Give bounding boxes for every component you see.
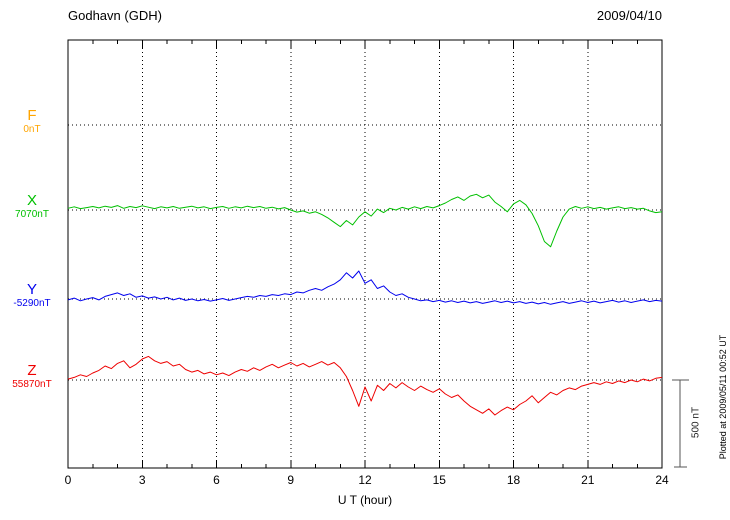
trace-Z [67, 355, 663, 416]
x-axis-title: U T (hour) [337, 493, 393, 507]
x-tick-label: 12 [358, 473, 372, 487]
channel-letter-Y: Y [26, 281, 37, 298]
x-tick-label: 0 [64, 473, 72, 487]
x-tick-label: 6 [213, 473, 220, 487]
x-tick-label: 21 [581, 473, 595, 487]
observation-date: 2009/04/10 [596, 8, 662, 23]
plotted-at-note: Plotted at 2009/05/11 00:52 UT [718, 334, 728, 460]
x-tick-label: 18 [506, 473, 521, 487]
channel-label-F: F 0nT [2, 107, 62, 136]
channel-baseline-Y: -5290nT [13, 298, 51, 310]
scale-bar-label: 500 nT [690, 406, 702, 439]
trace-Y [67, 270, 663, 305]
channel-letter-X: X [26, 192, 37, 209]
channel-letter-F: F [27, 107, 37, 124]
channel-label-Y: Y -5290nT [2, 281, 62, 310]
x-tick-label: 3 [138, 473, 146, 487]
channel-label-Z: Z 55870nT [2, 362, 62, 391]
x-tick-label: 24 [655, 473, 669, 487]
channel-label-X: X 7070nT [2, 192, 62, 221]
station-title: Godhavn (GDH) [68, 8, 162, 23]
x-tick-label: 9 [287, 473, 295, 487]
channel-baseline-Z: 55870nT [12, 379, 52, 391]
channel-baseline-X: 7070nT [15, 209, 49, 221]
channel-letter-Z: Z [27, 362, 37, 379]
trace-X [67, 193, 663, 248]
x-tick-label: 15 [432, 473, 446, 487]
channel-baseline-F: 0nT [23, 124, 41, 136]
